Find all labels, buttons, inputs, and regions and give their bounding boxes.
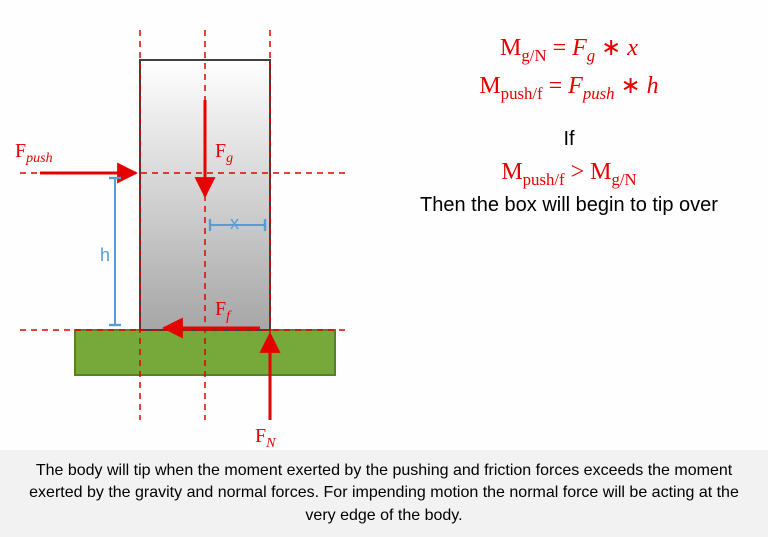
label-dim-x: x [230,213,239,234]
diagram-panel: Fpush Fg Ff FN h x [0,0,370,450]
main-area: Fpush Fg Ff FN h x Mg/N = Fg ∗ x Mpush/f… [0,0,768,450]
label-Fpush: Fpush [15,140,53,167]
figure-caption: The body will tip when the moment exerte… [0,450,768,537]
label-dim-h: h [100,245,110,266]
if-label: If [390,124,748,154]
label-FN: FN [255,425,275,452]
equation-Mpush: Mpush/f = Fpush ∗ h [390,68,748,106]
tipping-diagram [0,0,370,450]
label-Ff: Ff [215,298,230,325]
equation-Mg: Mg/N = Fg ∗ x [390,30,748,68]
label-Fg: Fg [215,140,233,167]
equation-condition: Mpush/f > Mg/N [390,154,748,192]
then-text: Then the box will begin to tip over [390,192,748,218]
equations-panel: Mg/N = Fg ∗ x Mpush/f = Fpush ∗ h If Mpu… [370,0,768,450]
